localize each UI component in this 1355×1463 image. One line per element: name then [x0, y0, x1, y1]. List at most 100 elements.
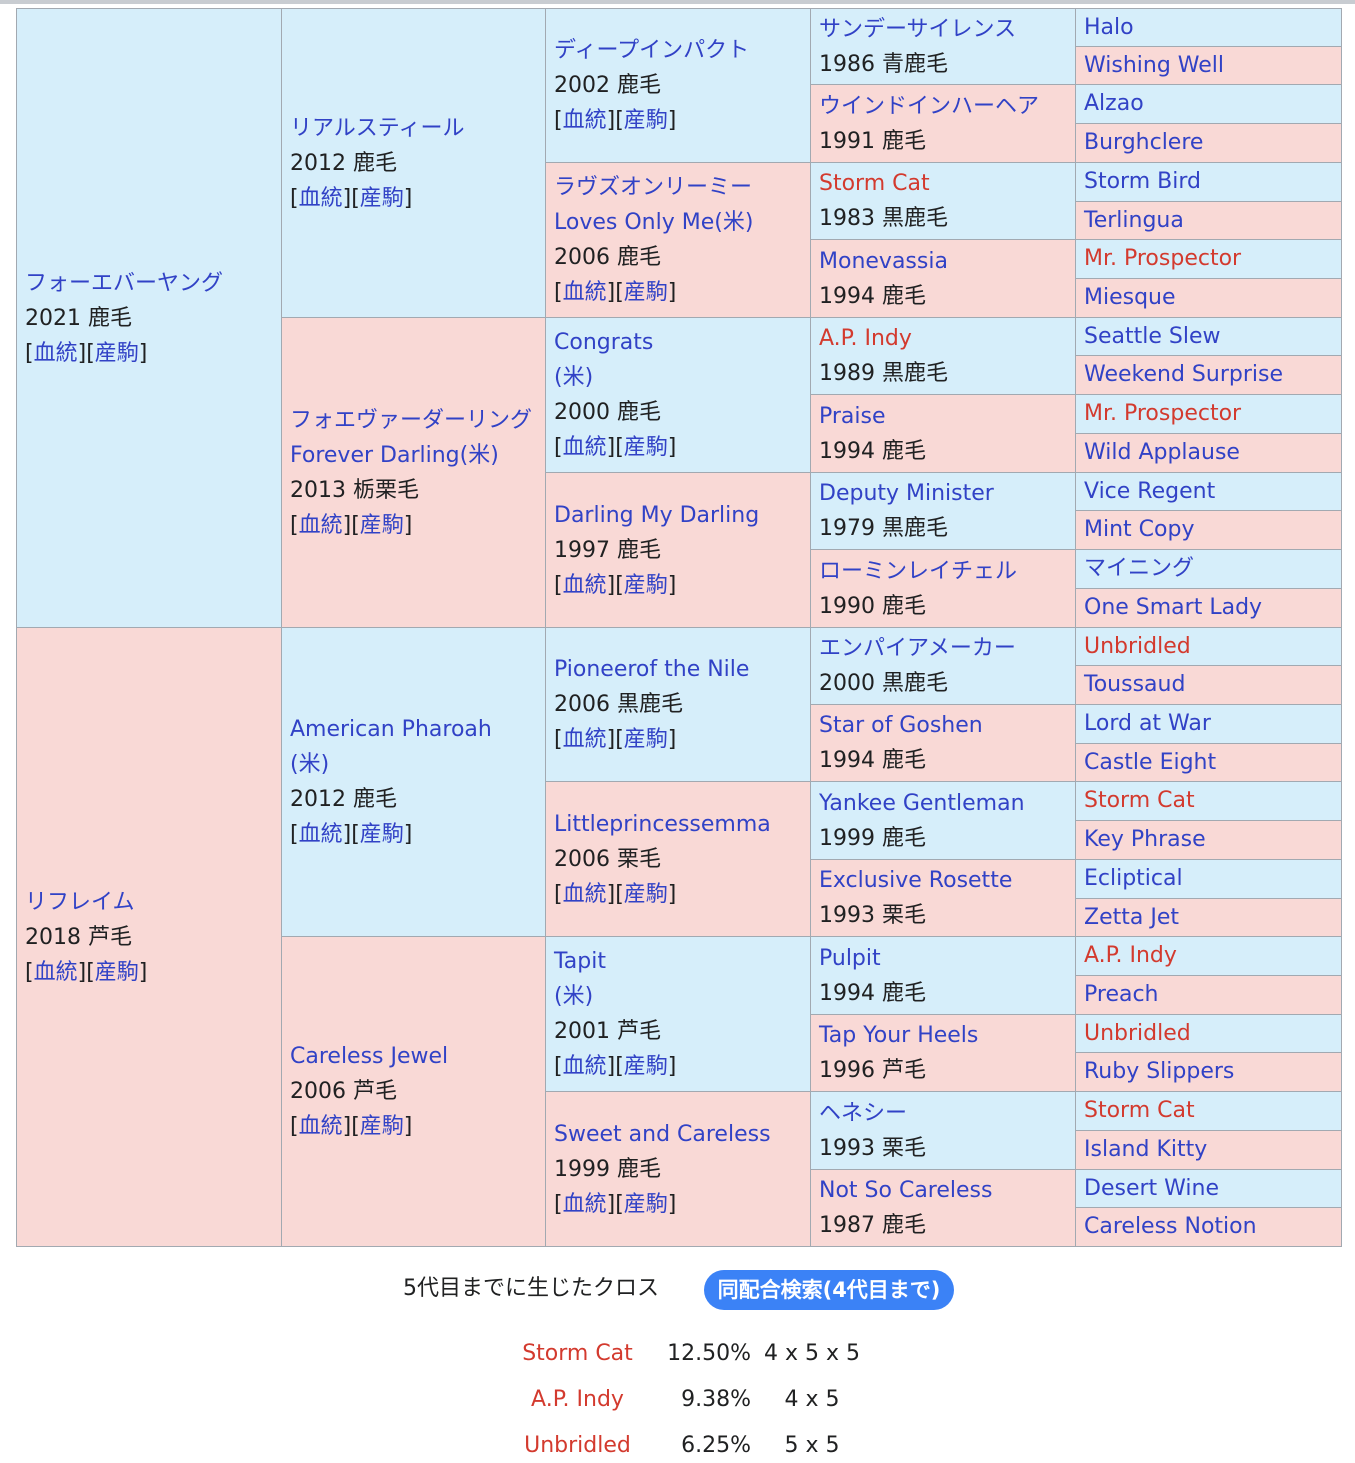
horse-name-link[interactable]: フォーエバーヤング	[25, 270, 224, 296]
horse-name-link[interactable]: Storm Cat	[1084, 1098, 1195, 1123]
horse-name-link[interactable]: Seattle Slew	[1084, 323, 1221, 349]
bloodline-link[interactable]: 血統	[298, 512, 343, 538]
bloodline-link[interactable]: 血統	[33, 340, 78, 366]
horse-name-secondary-link[interactable]: Forever Darling(米)	[290, 442, 499, 468]
horse-name-secondary-link[interactable]: Loves Only Me(米)	[554, 210, 754, 235]
horse-name-link[interactable]: ローミンレイチェル	[819, 558, 1018, 584]
horse-name-link[interactable]: Lord at War	[1084, 711, 1211, 736]
horse-name-link[interactable]: Careless Jewel	[290, 1044, 449, 1069]
offspring-link[interactable]: 産駒	[623, 435, 668, 460]
horse-name-link[interactable]: サンデーサイレンス	[819, 16, 1017, 42]
horse-name-link[interactable]: Terlingua	[1084, 207, 1184, 233]
horse-name-link[interactable]: Littleprincessemma	[554, 811, 771, 837]
offspring-link[interactable]: 産駒	[623, 727, 668, 752]
bloodline-link[interactable]: 血統	[562, 727, 607, 752]
horse-name-link[interactable]: Preach	[1084, 982, 1159, 1007]
horse-name-link[interactable]: Star of Goshen	[819, 713, 983, 738]
horse-name-link[interactable]: リアルスティール	[290, 115, 465, 141]
horse-name-link[interactable]: Wishing Well	[1084, 52, 1225, 78]
bloodline-link[interactable]: 血統	[562, 881, 607, 907]
bloodline-link[interactable]: 血統	[562, 108, 607, 133]
cross-generations: 4 x 5	[784, 1387, 840, 1412]
horse-name-link[interactable]: Mr. Prospector	[1084, 401, 1242, 426]
horse-name-link[interactable]: エンパイアメーカー	[819, 636, 1016, 661]
bloodline-link[interactable]: 血統	[562, 572, 607, 598]
horse-name-link[interactable]: Mr. Prospector	[1084, 246, 1242, 271]
cross-horse-name[interactable]: Storm Cat	[522, 1341, 633, 1366]
offspring-link[interactable]: 産駒	[623, 1054, 668, 1079]
horse-name-link[interactable]: Vice Regent	[1084, 478, 1216, 504]
horse-name-link[interactable]: マイニング	[1084, 556, 1195, 581]
horse-name-link[interactable]: Careless Notion	[1084, 1214, 1257, 1239]
offspring-link[interactable]: 産駒	[623, 280, 668, 305]
horse-name-link[interactable]: Darling My Darling	[554, 502, 760, 528]
horse-name-link[interactable]: Unbridled	[1084, 633, 1191, 659]
bloodline-link[interactable]: 血統	[562, 1054, 607, 1079]
horse-name-link[interactable]: フォエヴァーダーリング	[290, 407, 533, 433]
horse-name-link[interactable]: Wild Applause	[1084, 440, 1240, 465]
horse-name-link[interactable]: リフレイム	[25, 889, 135, 915]
offspring-link[interactable]: 産駒	[359, 822, 404, 847]
bloodline-link[interactable]: 血統	[298, 822, 343, 847]
horse-name-link[interactable]: Storm Cat	[819, 171, 930, 196]
bloodline-link[interactable]: 血統	[562, 1191, 607, 1217]
horse-name-link[interactable]: Toussaud	[1084, 672, 1186, 697]
offspring-link[interactable]: 産駒	[94, 959, 139, 985]
horse-name-link[interactable]: Congrats	[554, 330, 654, 355]
offspring-link[interactable]: 産駒	[359, 185, 404, 211]
horse-name-link[interactable]: Pulpit	[819, 945, 881, 971]
horse-name-link[interactable]: Pioneerof the Nile	[554, 657, 750, 682]
horse-name-link[interactable]: ラヴズオンリーミー	[554, 175, 753, 200]
horse-name-link[interactable]: One Smart Lady	[1084, 595, 1263, 620]
horse-name-link[interactable]: Zetta Jet	[1084, 904, 1179, 930]
horse-name-link[interactable]: Ecliptical	[1084, 866, 1183, 891]
horse-name-link[interactable]: Praise	[819, 403, 886, 429]
cross-horse-name[interactable]: Unbridled	[524, 1433, 631, 1458]
horse-name-link[interactable]: Burghclere	[1084, 130, 1204, 155]
horse-name-link[interactable]: Deputy Minister	[819, 481, 994, 506]
bloodline-link[interactable]: 血統	[298, 1114, 343, 1139]
horse-name-link[interactable]: Castle Eight	[1084, 749, 1217, 775]
horse-name-link[interactable]: Storm Bird	[1084, 169, 1201, 194]
bloodline-link[interactable]: 血統	[298, 185, 343, 211]
same-mating-search-button[interactable]: 同配合検索(4代目まで)	[704, 1270, 954, 1310]
horse-name-link[interactable]: Desert Wine	[1084, 1175, 1219, 1201]
horse-name-link[interactable]: Sweet and Careless	[554, 1121, 771, 1147]
horse-name-secondary-link[interactable]: (米)	[554, 984, 594, 1009]
horse-name-link[interactable]: American Pharoah	[290, 717, 492, 742]
horse-name-secondary-link[interactable]: (米)	[290, 752, 330, 777]
offspring-link[interactable]: 産駒	[623, 881, 668, 907]
horse-name-link[interactable]: A.P. Indy	[819, 326, 912, 351]
offspring-link[interactable]: 産駒	[623, 1191, 668, 1217]
offspring-link[interactable]: 産駒	[359, 1114, 404, 1139]
bloodline-link[interactable]: 血統	[562, 435, 607, 460]
horse-name-link[interactable]: Ruby Slippers	[1084, 1059, 1235, 1084]
cross-horse-name[interactable]: A.P. Indy	[531, 1387, 624, 1412]
horse-name-link[interactable]: ウインドインハーヘア	[819, 93, 1040, 119]
horse-name-link[interactable]: Mint Copy	[1084, 517, 1195, 542]
horse-name-link[interactable]: Key Phrase	[1084, 827, 1206, 852]
bloodline-link[interactable]: 血統	[33, 959, 78, 985]
offspring-link[interactable]: 産駒	[359, 512, 404, 538]
offspring-link[interactable]: 産駒	[94, 340, 139, 366]
bloodline-link[interactable]: 血統	[562, 280, 607, 305]
horse-name-link[interactable]: Island Kitty	[1084, 1137, 1208, 1162]
horse-name-link[interactable]: Unbridled	[1084, 1020, 1191, 1046]
offspring-link[interactable]: 産駒	[623, 572, 668, 598]
horse-name-link[interactable]: ヘネシー	[819, 1100, 908, 1126]
offspring-link[interactable]: 産駒	[623, 108, 668, 133]
horse-name-link[interactable]: Tapit	[554, 949, 606, 974]
horse-name-link[interactable]: A.P. Indy	[1084, 943, 1177, 968]
horse-name-link[interactable]: Not So Careless	[819, 1178, 993, 1203]
horse-name-link[interactable]: Alzao	[1084, 91, 1144, 116]
horse-name-link[interactable]: Storm Cat	[1084, 788, 1195, 813]
horse-name-link[interactable]: Tap Your Heels	[819, 1023, 979, 1048]
horse-name-link[interactable]: Weekend Surprise	[1084, 362, 1283, 387]
horse-name-link[interactable]: Miesque	[1084, 285, 1176, 310]
horse-name-link[interactable]: ディープインパクト	[554, 38, 750, 63]
horse-name-link[interactable]: Yankee Gentleman	[819, 790, 1025, 816]
horse-name-link[interactable]: Monevassia	[819, 248, 948, 274]
horse-name-link[interactable]: Exclusive Rosette	[819, 868, 1013, 893]
horse-name-secondary-link[interactable]: (米)	[554, 365, 594, 390]
horse-name-link[interactable]: Halo	[1084, 14, 1134, 40]
